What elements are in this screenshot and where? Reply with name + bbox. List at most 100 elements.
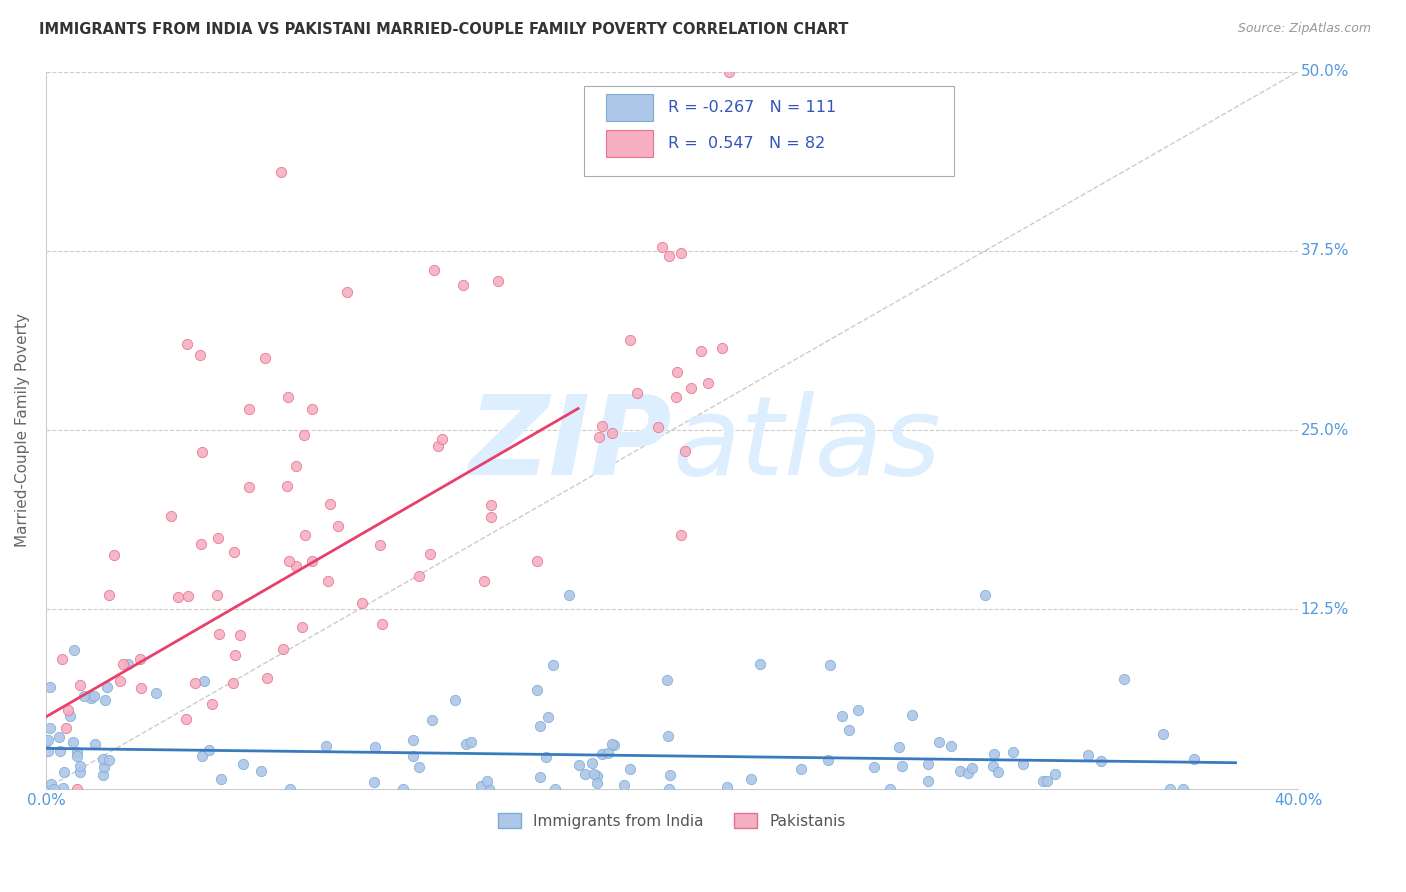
Point (582, 766, 605, 780)
Point (526, 683, 548, 698)
Point (479, 510, 502, 524)
Point (1182, 752, 1205, 766)
Point (98, 753, 121, 767)
Point (544, 781, 567, 796)
Point (710, 341, 733, 355)
Point (91, 767, 114, 781)
Point (191, 444, 214, 458)
Point (103, 548, 125, 562)
Point (889, 740, 911, 755)
Point (96, 680, 118, 694)
Point (1090, 755, 1112, 769)
Point (846, 703, 869, 717)
Point (273, 642, 295, 657)
Point (66, 749, 89, 764)
Point (177, 589, 200, 603)
Point (420, 713, 443, 727)
Point (83, 737, 105, 751)
Point (48, 730, 70, 744)
Point (451, 277, 474, 292)
Point (336, 285, 359, 300)
Point (228, 628, 250, 642)
Point (718, 64, 741, 78)
Point (39, 680, 62, 694)
Y-axis label: Married-Couple Family Poverty: Married-Couple Family Poverty (15, 313, 30, 547)
Point (478, 781, 501, 796)
Point (427, 439, 450, 453)
Text: 50.0%: 50.0% (1301, 64, 1348, 79)
Point (176, 337, 198, 351)
Point (818, 657, 841, 672)
Point (558, 588, 581, 602)
Point (232, 756, 254, 771)
Point (270, 165, 292, 179)
Point (669, 527, 692, 541)
Point (974, 588, 997, 602)
Point (679, 381, 702, 395)
Point (49, 744, 72, 758)
Point (222, 676, 245, 690)
Point (363, 774, 385, 789)
Point (939, 739, 962, 753)
Point (626, 385, 648, 400)
Point (207, 531, 229, 545)
Point (423, 262, 446, 277)
Point (350, 596, 373, 610)
Text: 25.0%: 25.0% (1301, 423, 1348, 438)
Point (987, 764, 1010, 779)
Point (368, 538, 391, 552)
Point (658, 768, 681, 782)
Point (254, 351, 277, 366)
Text: Source: ZipAtlas.com: Source: ZipAtlas.com (1237, 22, 1371, 36)
Point (581, 756, 603, 770)
Point (278, 781, 301, 796)
Point (665, 390, 688, 404)
Point (838, 723, 860, 737)
Text: 37.5%: 37.5% (1301, 244, 1350, 259)
Point (51, 652, 73, 666)
Point (673, 443, 696, 458)
Text: 12.5%: 12.5% (1301, 602, 1348, 616)
Point (145, 685, 167, 699)
Point (207, 588, 229, 602)
Point (588, 430, 610, 444)
Point (619, 762, 641, 776)
Point (543, 657, 565, 672)
Point (69, 678, 91, 692)
Point (657, 673, 679, 687)
Point (685, 153, 707, 168)
Point (184, 676, 207, 690)
Point (479, 498, 502, 512)
Point (238, 480, 260, 494)
Point (224, 648, 246, 663)
Point (960, 761, 983, 775)
Point (108, 673, 131, 688)
Point (693, 105, 716, 120)
Point (526, 553, 548, 567)
Point (443, 693, 465, 707)
Point (472, 574, 495, 588)
Point (1171, 781, 1194, 796)
Point (831, 709, 853, 723)
Point (392, 781, 415, 796)
Point (529, 770, 551, 784)
Point (475, 774, 498, 789)
Point (696, 376, 718, 390)
Point (117, 657, 139, 672)
Point (160, 509, 183, 524)
Point (928, 735, 950, 749)
Point (66, 745, 89, 759)
Point (981, 758, 1004, 772)
Point (879, 781, 901, 796)
Point (285, 458, 308, 473)
Point (789, 762, 811, 776)
Point (1032, 773, 1054, 788)
Point (301, 401, 323, 416)
Point (364, 740, 387, 755)
Point (574, 766, 596, 780)
Point (52, 781, 75, 796)
Point (292, 428, 315, 442)
Point (58, 703, 80, 717)
Point (657, 729, 679, 743)
Point (1036, 773, 1059, 788)
